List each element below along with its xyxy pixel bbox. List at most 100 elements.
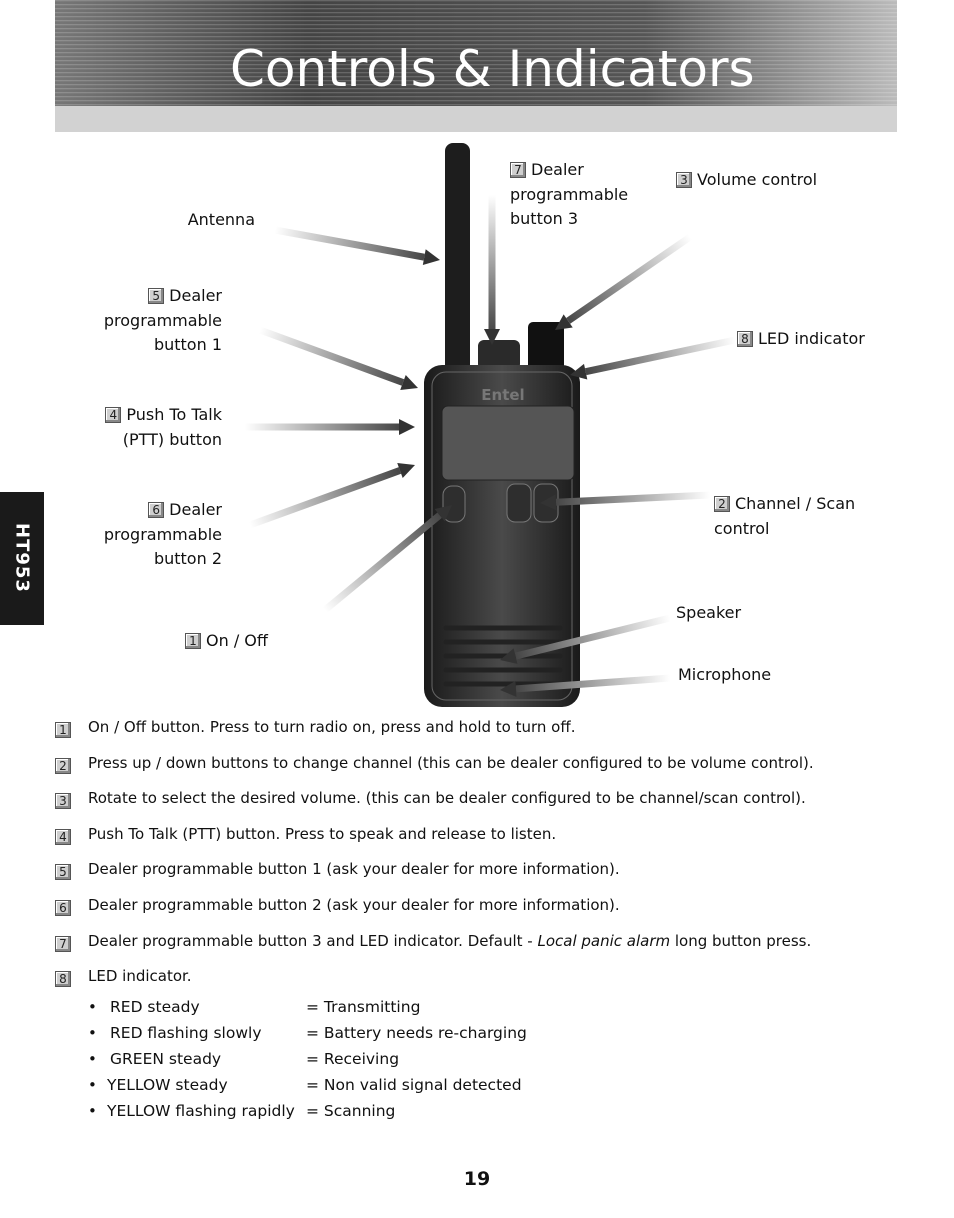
led-state: RED flashing slowly: [110, 1024, 262, 1042]
arrow-head: [397, 462, 415, 478]
number-badge: 3: [55, 793, 71, 810]
item-text-part: Press up / down buttons to change channe…: [88, 753, 814, 772]
bullet: •: [88, 1024, 97, 1042]
led-meaning: = Scanning: [306, 1102, 396, 1120]
bullet: •: [88, 1102, 97, 1120]
number-badge: 4: [55, 828, 71, 845]
callout: 6 Dealer programmable button 2: [92, 498, 222, 572]
svg-text:Entel: Entel: [481, 386, 524, 404]
callout: Speaker: [676, 601, 826, 626]
item-text: Dealer programmable button 2 (ask your d…: [88, 896, 620, 914]
callout-label: Push To Talk (PTT) button: [122, 405, 222, 449]
led-meaning: = Non valid signal detected: [306, 1076, 522, 1094]
led-state: YELLOW flashing rapidly: [107, 1102, 295, 1120]
callout: 2 Channel / Scan control: [714, 492, 879, 541]
item-emphasis: Local panic alarm: [537, 931, 671, 950]
page-title: Controls & Indicators: [230, 40, 755, 98]
arrow-shaft: [274, 226, 425, 261]
callout: 1 On / Off: [185, 629, 385, 654]
side-tab: HT953: [11, 523, 33, 593]
arrow-head: [555, 314, 573, 330]
callout: 5 Dealer programmable button 1: [92, 284, 222, 358]
led-state: GREEN steady: [110, 1050, 222, 1068]
number-badge: 8: [55, 971, 71, 988]
number-badge: 2: [714, 496, 730, 512]
callout-arrows: [245, 195, 736, 697]
arrow-head: [540, 494, 557, 511]
item-text: Dealer programmable button 3 and LED ind…: [88, 932, 811, 950]
callout-label: Speaker: [676, 603, 742, 622]
item-text: LED indicator.: [88, 967, 192, 985]
callout-label: Antenna: [187, 210, 255, 229]
callout-label: LED indicator: [758, 329, 865, 348]
number-badge: 5: [148, 288, 165, 304]
side-tab-bg: [0, 492, 44, 625]
arrow-head: [434, 505, 452, 522]
callout: 7 Dealer programmable button 3: [510, 158, 635, 232]
arrow-head: [500, 648, 518, 664]
callout-label: Dealer programmable button 3: [510, 160, 629, 228]
arrow-head: [422, 249, 440, 266]
item-text-part: On / Off button. Press to turn radio on,…: [88, 718, 576, 736]
page-number: 19: [463, 1168, 491, 1190]
arrow-head: [570, 363, 588, 380]
arrow-shaft: [322, 512, 442, 613]
number-badge: 3: [676, 172, 692, 188]
arrow-shaft: [584, 336, 736, 376]
item-text-part: Dealer programmable button 2 (ask your d…: [88, 896, 620, 914]
item-text-part: Dealer programmable button 1 (ask your d…: [88, 860, 620, 879]
arrow-head: [400, 374, 418, 390]
led-state: RED steady: [110, 998, 200, 1016]
bullet: •: [88, 1076, 97, 1094]
header-strip: [55, 106, 897, 132]
arrow-head: [500, 680, 517, 697]
item-text: Press up / down buttons to change channe…: [88, 754, 814, 772]
bullet: •: [88, 998, 97, 1016]
item-text-part: LED indicator.: [88, 967, 192, 986]
callout: 4 Push To Talk (PTT) button: [92, 403, 222, 452]
item-text: Push To Talk (PTT) button. Press to spea…: [88, 825, 556, 843]
number-badge: 6: [148, 502, 165, 518]
callout-label: Microphone: [678, 665, 772, 684]
number-badge: 6: [55, 900, 71, 916]
arrow-head: [484, 329, 500, 345]
number-badge: 1: [185, 633, 201, 649]
callout: 3 Volume control: [676, 168, 876, 193]
item-text: Dealer programmable button 1 (ask your d…: [88, 860, 620, 878]
arrow-shaft: [515, 674, 671, 693]
led-meaning: = Transmitting: [306, 998, 421, 1016]
item-text-part: Push To Talk (PTT) button. Press to spea…: [88, 824, 557, 843]
number-badge: 8: [737, 331, 753, 347]
led-meaning: = Battery needs re-charging: [306, 1024, 527, 1042]
arrow-shaft: [248, 467, 402, 529]
led-meaning: = Receiving: [306, 1050, 400, 1068]
arrow-shaft: [566, 234, 692, 324]
radio-illustration: Entel: [424, 143, 580, 707]
number-badge: 2: [55, 757, 71, 774]
number-badge: 5: [55, 864, 71, 881]
led-state: YELLOW steady: [107, 1076, 228, 1094]
number-badge: 7: [55, 935, 71, 952]
callout-label: Volume control: [697, 170, 818, 189]
arrow-shaft: [555, 491, 711, 506]
number-badge: 7: [510, 162, 526, 178]
header-texture: [55, 0, 897, 106]
item-text-part: long button press.: [670, 931, 812, 950]
arrow-shaft: [514, 614, 671, 660]
item-text-part: Rotate to select the desired volume. (th…: [88, 789, 806, 808]
callout-label: Channel / Scan control: [714, 494, 856, 538]
bullet: •: [88, 1050, 97, 1068]
callout-label: Dealer programmable button 2: [103, 500, 222, 568]
callout-label: On / Off: [206, 631, 268, 650]
callout: Microphone: [678, 663, 828, 688]
callout: Antenna: [120, 208, 255, 233]
callout-label: Dealer programmable button 1: [103, 286, 222, 354]
arrow-head: [399, 419, 415, 435]
item-text: Rotate to select the desired volume. (th…: [88, 789, 806, 807]
number-badge: 1: [55, 722, 71, 738]
item-text: On / Off button. Press to turn radio on,…: [88, 718, 575, 736]
item-text-part: Dealer programmable button 3 and LED ind…: [88, 931, 538, 950]
number-badge: 4: [105, 407, 122, 423]
